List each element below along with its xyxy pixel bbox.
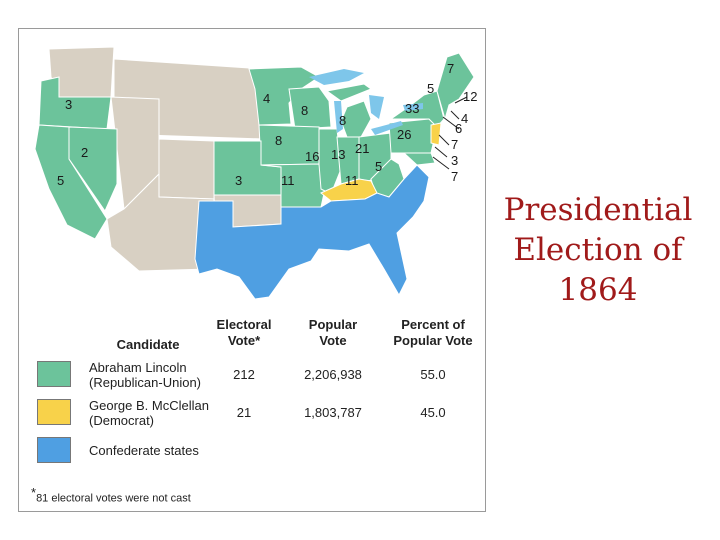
state-minnesota [248, 66, 320, 126]
header-percent-line1: Percent of [401, 317, 465, 332]
vote-label-delaware: 3 [451, 153, 458, 168]
header-electoral: Electoral Vote* [201, 317, 287, 349]
vote-label-pennsylvania: 26 [397, 127, 411, 142]
footnote: *81 electoral votes were not cast [31, 485, 191, 505]
callout-line [432, 156, 450, 170]
vote-label-wisconsin: 8 [301, 103, 308, 118]
state-maryland-delaware [402, 152, 436, 166]
callout-line [450, 110, 460, 120]
candidate-name: Abraham Lincoln [89, 360, 187, 375]
electoral-vote-value: 21 [236, 405, 252, 420]
header-electoral-line1: Electoral [216, 317, 272, 332]
state-wisconsin [288, 86, 332, 130]
slide-title: Presidential Election of 1864 [492, 190, 704, 310]
election-map-figure: 3 2 5 4 8 8 8 16 13 21 26 5 3 11 11 33 7… [18, 28, 486, 512]
vote-label-vermont: 5 [427, 81, 434, 96]
vote-label-iowa: 8 [275, 133, 282, 148]
vote-label-california: 5 [57, 173, 64, 188]
lake-erie [371, 121, 403, 135]
lake-ontario [403, 103, 423, 111]
vote-label-michigan: 8 [339, 113, 346, 128]
legend-confederate-label: Confederate states [89, 443, 199, 458]
legend-swatch-lincoln [37, 361, 71, 387]
header-popular: Popular Vote [293, 317, 373, 349]
vote-label-new-jersey: 7 [451, 137, 458, 152]
vote-label-new-york: 33 [405, 101, 419, 116]
vote-label-maine: 7 [447, 61, 454, 76]
header-popular-line2: Vote [319, 333, 347, 348]
vote-label-kentucky: 11 [345, 173, 359, 188]
vote-label-oregon: 3 [65, 97, 72, 112]
state-new-jersey [430, 122, 442, 146]
territory-colorado [158, 138, 215, 200]
vote-label-indiana: 13 [331, 147, 345, 162]
footnote-mark: * [31, 485, 37, 500]
vote-label-minnesota: 4 [263, 91, 270, 106]
vote-label-massachusetts: 12 [463, 89, 477, 104]
vote-label-nevada: 2 [81, 145, 88, 160]
us-map: 3 2 5 4 8 8 8 16 13 21 26 5 3 11 11 33 7… [34, 46, 477, 300]
vote-label-ohio: 21 [355, 141, 369, 156]
header-percent-line2: Popular Vote [393, 333, 473, 348]
lake-michigan [334, 101, 343, 133]
vote-label-west-virginia: 5 [375, 159, 382, 174]
lake-superior [309, 69, 364, 85]
title-line-1: Presidential [503, 192, 693, 228]
legend-candidate-mcclellan: George B. McClellan (Democrat) [89, 398, 209, 428]
candidate-party: (Republican-Union) [89, 375, 201, 390]
header-popular-line1: Popular [308, 317, 358, 332]
callout-line [454, 96, 468, 104]
state-new-england [436, 52, 475, 121]
header-percent: Percent of Popular Vote [377, 317, 489, 349]
callout-line [438, 134, 450, 146]
vote-label-missouri: 11 [281, 173, 295, 188]
lake-huron [369, 95, 384, 119]
vote-label-illinois: 16 [305, 149, 319, 164]
callout-line [442, 116, 460, 130]
percent-value: 45.0 [420, 405, 446, 420]
vote-label-connecticut: 6 [455, 121, 462, 136]
vote-label-rhode-island: 4 [461, 111, 468, 126]
callout-line [434, 146, 448, 158]
header-electoral-line2: Vote* [227, 333, 261, 348]
electoral-vote-value: 212 [233, 367, 255, 382]
legend-swatch-confederate [37, 437, 71, 463]
popular-vote-value: 1,803,787 [304, 405, 362, 420]
title-line-2: Election of [513, 232, 683, 268]
candidate-party: (Democrat) [89, 413, 155, 428]
header-candidate: Candidate [116, 337, 180, 352]
legend-candidate-lincoln: Abraham Lincoln (Republican-Union) [89, 360, 201, 390]
footnote-text: 81 electoral votes were not cast [36, 492, 191, 505]
legend-swatch-mcclellan [37, 399, 71, 425]
vote-label-maryland: 7 [451, 169, 458, 184]
vote-labels: 3 2 5 4 8 8 8 16 13 21 26 5 3 11 11 33 7… [57, 61, 477, 188]
confederate-states [194, 164, 430, 300]
vote-label-kansas: 3 [235, 173, 242, 188]
callout-lines [432, 96, 468, 170]
title-line-3: 1864 [558, 272, 638, 308]
candidate-name: George B. McClellan [89, 398, 209, 413]
popular-vote-value: 2,206,938 [304, 367, 362, 382]
state-nevada [68, 126, 118, 213]
percent-value: 55.0 [420, 367, 446, 382]
